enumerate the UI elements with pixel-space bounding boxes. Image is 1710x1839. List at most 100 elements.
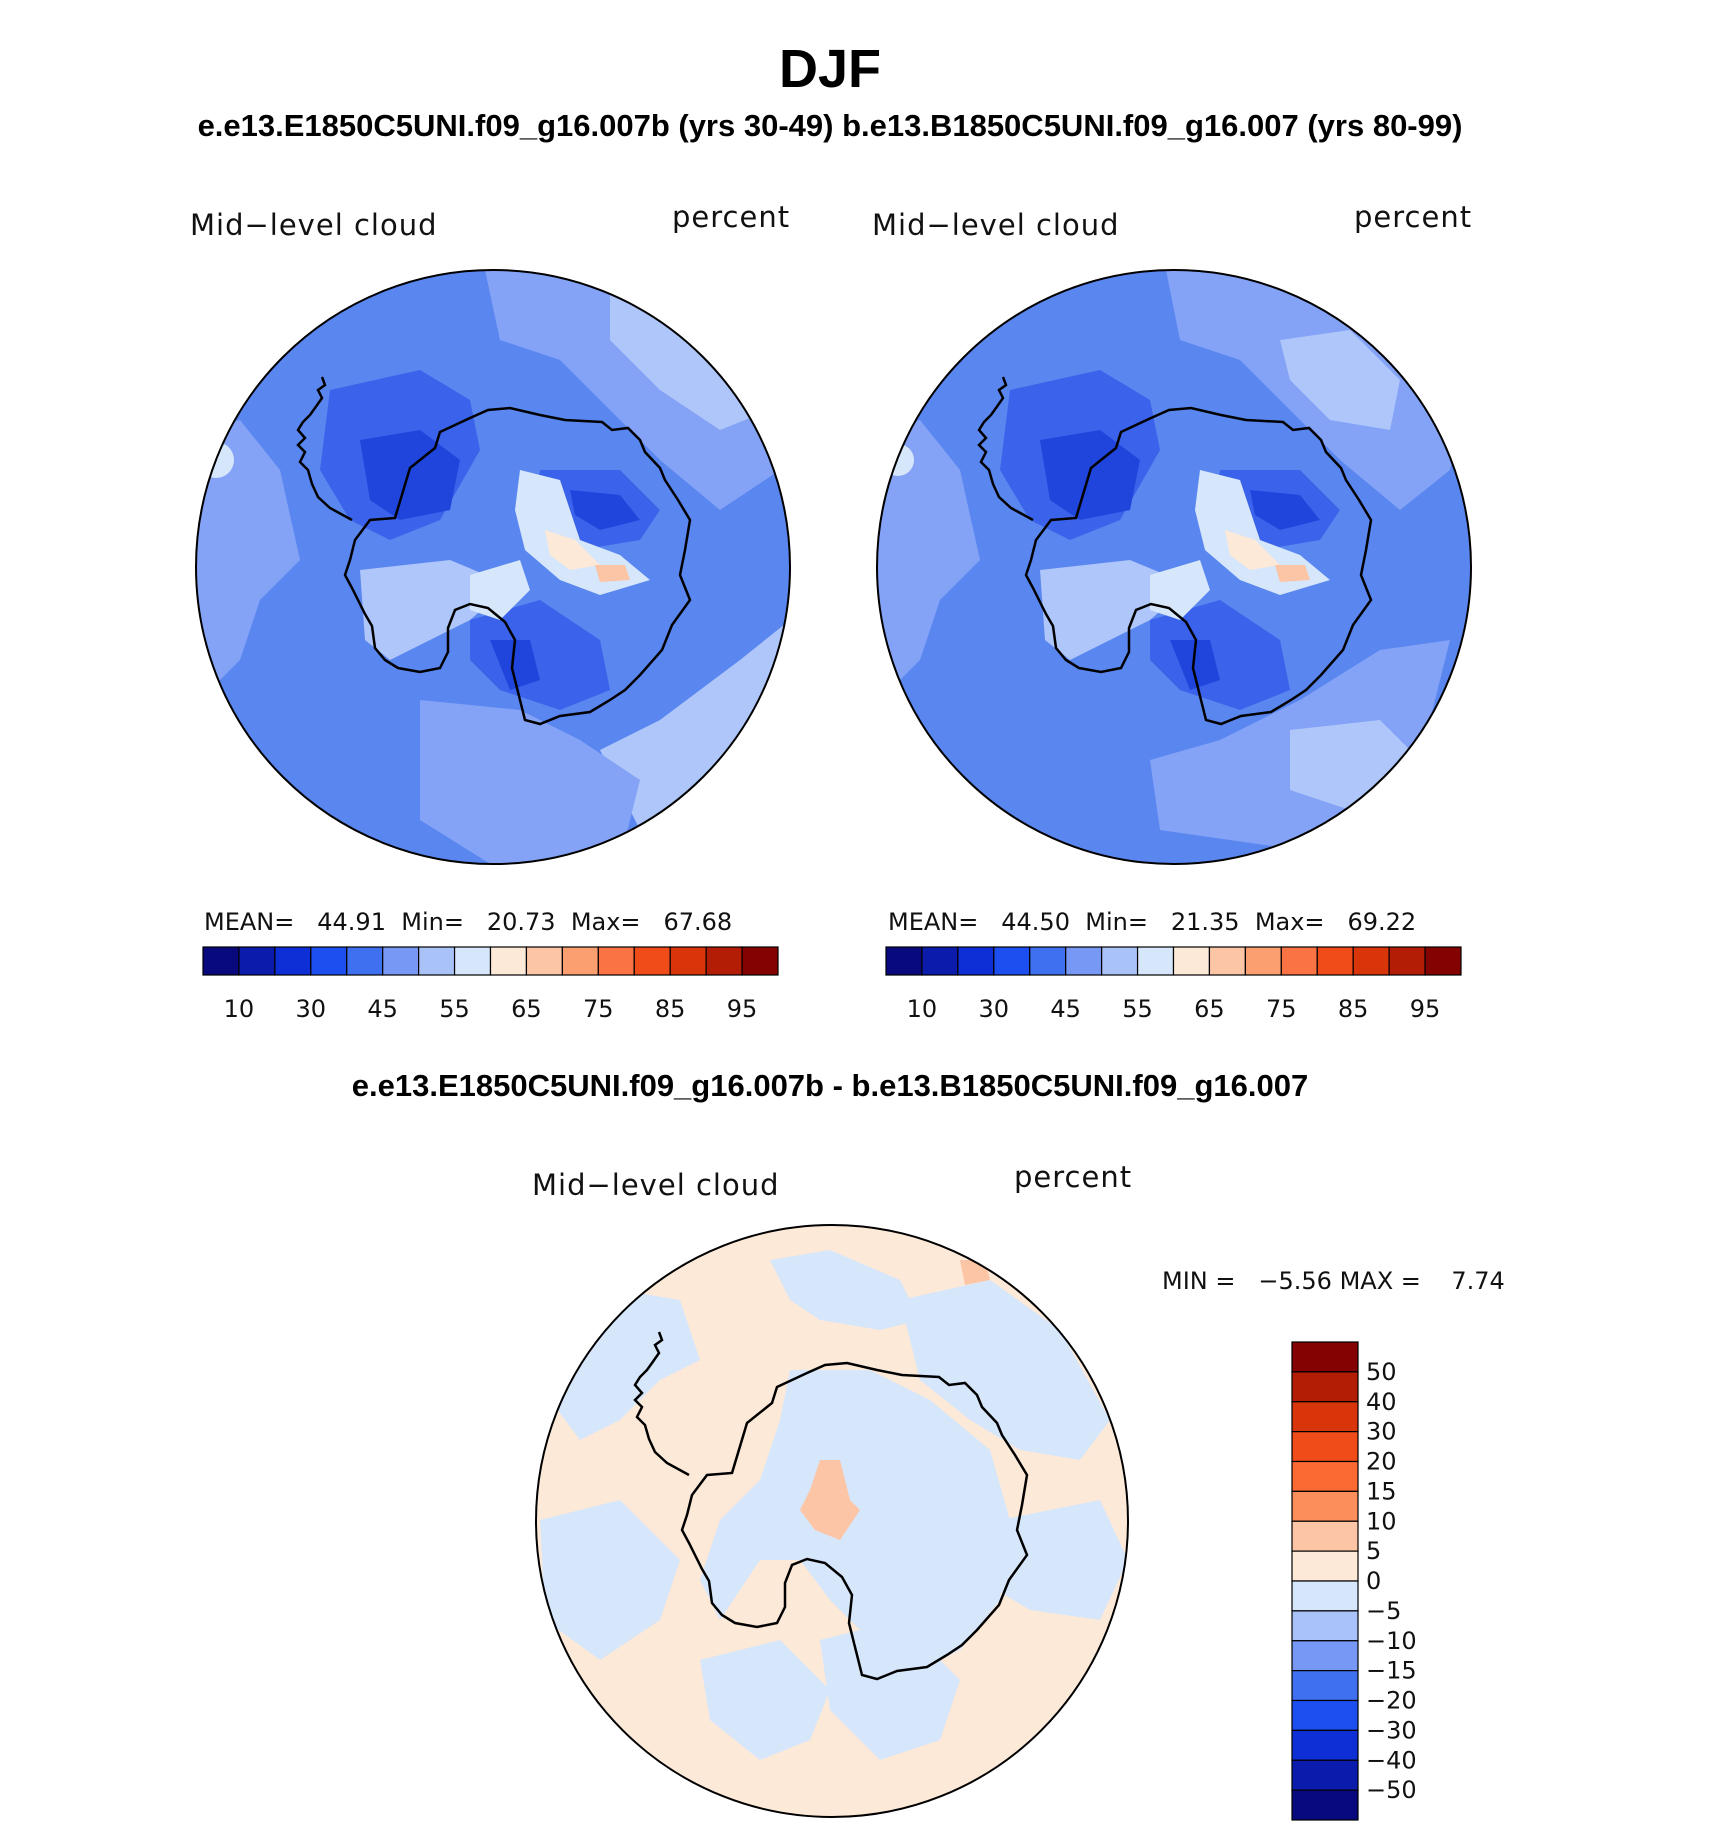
colorbar-swatch bbox=[1291, 1341, 1359, 1373]
panel1-min-value: 20.73 bbox=[486, 908, 556, 936]
colorbar-tick-label: 15 bbox=[1366, 1477, 1397, 1505]
diff-max-label: MAX = bbox=[1339, 1267, 1421, 1295]
panel1-variable-label: Mid−level cloud bbox=[190, 208, 438, 242]
colorbar-tick-label: 30 bbox=[296, 995, 327, 1023]
panel1-max-value: 67.68 bbox=[663, 908, 733, 936]
panel2-max-value: 69.22 bbox=[1347, 908, 1417, 936]
colorbar-swatch bbox=[1291, 1729, 1359, 1761]
colorbar-tick-label: 85 bbox=[1338, 995, 1369, 1023]
colorbar-swatch bbox=[1291, 1789, 1359, 1821]
panel2-min-label: Min= bbox=[1085, 908, 1148, 936]
colorbar-swatch bbox=[1101, 946, 1139, 976]
diff-max-value: 7.74 bbox=[1451, 1267, 1505, 1295]
colorbar-tick-label: 10 bbox=[907, 995, 938, 1023]
colorbar-swatch bbox=[1388, 946, 1426, 976]
panel1-mean-value: 44.91 bbox=[317, 908, 386, 936]
colorbar-swatch bbox=[1316, 946, 1354, 976]
colorbar-swatch bbox=[561, 946, 599, 976]
colorbar-swatch bbox=[1136, 946, 1175, 976]
diff-min-label: MIN = bbox=[1162, 1267, 1236, 1295]
colorbar-swatch bbox=[1244, 946, 1282, 976]
colorbar-swatch bbox=[1291, 1371, 1359, 1403]
colorbar-tick-label: 10 bbox=[224, 995, 255, 1023]
colorbar-tick-label: 45 bbox=[1050, 995, 1081, 1023]
panel1-map bbox=[196, 270, 790, 864]
colorbar-swatch bbox=[1291, 1699, 1359, 1731]
colorbar-swatch bbox=[1280, 946, 1318, 976]
colorbar-tick-label: 95 bbox=[1410, 995, 1441, 1023]
colorbar-swatch bbox=[993, 946, 1031, 976]
page-subtitle: e.e13.E1850C5UNI.f09_g16.007b (yrs 30-49… bbox=[197, 108, 1463, 143]
panel2-mean-value: 44.50 bbox=[1001, 908, 1070, 936]
colorbar-swatch bbox=[1291, 1550, 1359, 1582]
panel2-map-border bbox=[876, 269, 1472, 865]
colorbar-tick-label: −40 bbox=[1366, 1746, 1417, 1774]
colorbar-tick-label: 5 bbox=[1366, 1537, 1381, 1565]
panel2-colorbar-ticks: 10 30 45 55 65 75 85 95 bbox=[907, 995, 1441, 1023]
panel1-min-label: Min= bbox=[401, 908, 464, 936]
colorbar-tick-label: 40 bbox=[1366, 1388, 1397, 1416]
colorbar-tick-label: 10 bbox=[1366, 1507, 1397, 1535]
colorbar-swatch bbox=[310, 946, 348, 976]
colorbar-tick-label: −10 bbox=[1366, 1627, 1417, 1655]
colorbar-swatch bbox=[1291, 1490, 1359, 1522]
colorbar-tick-label: −20 bbox=[1366, 1687, 1417, 1715]
panel2-colorbar bbox=[885, 946, 1462, 976]
colorbar-swatch bbox=[597, 946, 635, 976]
panel1-mean-label: MEAN= bbox=[204, 908, 295, 936]
panel2-variable-label: Mid−level cloud bbox=[872, 208, 1120, 242]
colorbar-swatch bbox=[525, 946, 563, 976]
colorbar-swatch bbox=[669, 946, 707, 976]
panel1-colorbar bbox=[202, 946, 779, 976]
colorbar-tick-label: 30 bbox=[979, 995, 1010, 1023]
colorbar-swatch bbox=[1208, 946, 1246, 976]
panel1-colorbar-ticks: 10 30 45 55 65 75 85 95 bbox=[224, 995, 758, 1023]
colorbar-swatch bbox=[1172, 946, 1211, 976]
diff-units-label: percent bbox=[1014, 1160, 1133, 1194]
panel1-units-label: percent bbox=[672, 200, 791, 234]
colorbar-swatch bbox=[1291, 1640, 1359, 1672]
colorbar-swatch bbox=[418, 946, 456, 976]
panel2-stats: MEAN= 44.50 Min= 21.35 Max= 69.22 bbox=[888, 908, 1416, 936]
colorbar-tick-label: −5 bbox=[1366, 1597, 1401, 1625]
panel2-max-label: Max= bbox=[1254, 908, 1325, 936]
colorbar-swatch bbox=[1291, 1670, 1359, 1702]
colorbar-swatch bbox=[1291, 1431, 1359, 1463]
colorbar-tick-label: −50 bbox=[1366, 1776, 1417, 1804]
diff-map-border bbox=[535, 1224, 1129, 1818]
panel2-units-label: percent bbox=[1354, 200, 1473, 234]
colorbar-tick-label: 75 bbox=[1266, 995, 1297, 1023]
colorbar-tick-label: 0 bbox=[1366, 1567, 1381, 1595]
colorbar-swatch bbox=[1291, 1460, 1359, 1492]
colorbar-swatch bbox=[1352, 946, 1390, 976]
colorbar-tick-label: −30 bbox=[1366, 1716, 1417, 1744]
colorbar-swatch bbox=[202, 946, 240, 976]
colorbar-swatch bbox=[1065, 946, 1103, 976]
colorbar-swatch bbox=[274, 946, 312, 976]
colorbar-swatch bbox=[346, 946, 384, 976]
page-title: DJF bbox=[778, 39, 881, 99]
colorbar-swatch bbox=[705, 946, 743, 976]
colorbar-tick-label: −15 bbox=[1366, 1657, 1417, 1685]
colorbar-swatch bbox=[1029, 946, 1067, 976]
colorbar-tick-label: 50 bbox=[1366, 1358, 1397, 1386]
diff-title: e.e13.E1850C5UNI.f09_g16.007b - b.e13.B1… bbox=[351, 1068, 1309, 1103]
colorbar-swatch bbox=[921, 946, 959, 976]
colorbar-swatch bbox=[957, 946, 995, 976]
colorbar-swatch bbox=[238, 946, 276, 976]
colorbar-swatch bbox=[382, 946, 420, 976]
colorbar-tick-label: 95 bbox=[727, 995, 758, 1023]
colorbar-tick-label: 55 bbox=[1122, 995, 1153, 1023]
colorbar-tick-label: 65 bbox=[1194, 995, 1225, 1023]
colorbar-tick-label: 55 bbox=[439, 995, 470, 1023]
colorbar-tick-label: 20 bbox=[1366, 1448, 1397, 1476]
colorbar-swatch bbox=[741, 946, 779, 976]
panel1-stats: MEAN= 44.91 Min= 20.73 Max= 67.68 bbox=[204, 908, 732, 936]
colorbar-tick-label: 75 bbox=[583, 995, 614, 1023]
panel2-mean-label: MEAN= bbox=[888, 908, 979, 936]
colorbar-swatch bbox=[1291, 1401, 1359, 1433]
colorbar-swatch bbox=[633, 946, 671, 976]
diff-stats: MIN = −5.56 MAX = 7.74 bbox=[1162, 1267, 1505, 1295]
